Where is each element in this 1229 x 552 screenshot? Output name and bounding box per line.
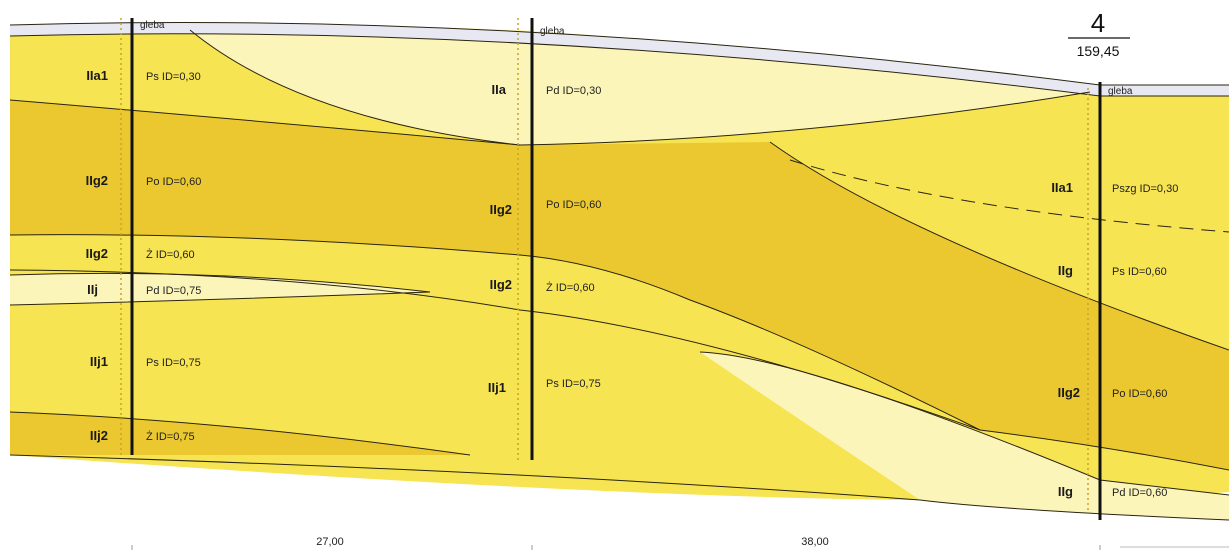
- bh-1-layer-2-code: IIg2: [86, 173, 108, 188]
- bh-4-elevation: 159,45: [1077, 43, 1120, 59]
- bh-4-layer-3-code: IIg2: [1058, 385, 1080, 400]
- boundary-iia1-dashed: [789, 159, 1229, 233]
- layer-iij-light-lens: [10, 273, 430, 305]
- bh-4-layer-3-desc: Po ID=0,60: [1112, 388, 1167, 400]
- boundary-iia-lens: [189, 29, 1091, 146]
- bh-2-layer-3-code: IIg2: [490, 277, 512, 292]
- boundary-section-base: [9, 454, 1229, 521]
- boundary-iig2-z: [9, 234, 1229, 471]
- bh-4-number: 4: [1091, 8, 1105, 38]
- bh-1-layer-6-code: IIj2: [90, 428, 108, 443]
- bh-4-layer-4-code: IIg: [1058, 484, 1073, 499]
- layer-iia-light: [190, 26, 1090, 145]
- bh-1-layer-4-code: IIj: [87, 282, 98, 297]
- bh-2-layer-1-desc: Pd ID=0,30: [546, 85, 601, 97]
- boundary-iig-lens: [699, 351, 1229, 496]
- distance-2-4: 38,00: [801, 536, 829, 548]
- borehole-dotted-lines: [120, 18, 1089, 510]
- bh-1-layer-1-code: IIa1: [86, 68, 108, 83]
- bh-2-layer-3-desc: Ż ID=0,60: [546, 281, 595, 294]
- bh-4-layer-1-code: IIa1: [1051, 180, 1073, 195]
- bh-4-layer-4-desc: Pd ID=0,60: [1112, 487, 1167, 499]
- bh-1-layer-3-desc: Ż ID=0,60: [146, 248, 195, 261]
- bh-2-layer-1-code: IIa: [492, 82, 507, 97]
- layer-iij2-dark-lens: [10, 412, 470, 455]
- bh-1-layer-2-desc: Po ID=0,60: [146, 176, 201, 188]
- bh-1-layer-3-code: IIg2: [86, 246, 108, 261]
- boundary-iia1-base-left: [9, 99, 521, 146]
- layer-iig2-dark-band: [10, 100, 1229, 470]
- bh-1-layer-5-desc: Ps ID=0,75: [146, 357, 201, 369]
- bh-4-layer-2-code: IIg: [1058, 263, 1073, 278]
- bh-2-soil-label: gleba: [540, 26, 565, 37]
- bh-1-soil-label: gleba: [140, 20, 165, 31]
- bh-1-layer-6-desc: Ż ID=0,75: [146, 430, 195, 443]
- layer-boundaries: [9, 22, 1229, 521]
- bh-1-layer-4-desc: Pd ID=0,75: [146, 285, 201, 297]
- bh-1-layer-1-desc: Ps ID=0,30: [146, 71, 201, 83]
- boundary-iig2-right-top: [769, 141, 1229, 351]
- bh-4-soil-label: gleba: [1108, 86, 1133, 97]
- bh-2-layer-4-code: IIj1: [488, 380, 506, 395]
- bh-2-layer-4-desc: Ps ID=0,75: [546, 378, 601, 390]
- boreholes: [130, 18, 1102, 520]
- layer-iig-light-lens: [700, 352, 1229, 520]
- boundary-soil-bottom: [9, 33, 1229, 97]
- distance-1-2: 27,00: [316, 536, 344, 548]
- bh-2-layer-2-desc: Po ID=0,60: [546, 199, 601, 211]
- bh-1-layer-5-code: IIj1: [90, 354, 108, 369]
- distance-scale: 27,00 38,00: [131, 536, 1229, 550]
- boundary-iij-bottom: [9, 291, 431, 306]
- boundary-soil-top: [9, 22, 1229, 86]
- bh-2-layer-2-code: IIg2: [490, 202, 512, 217]
- boundary-iij2-top: [9, 411, 471, 456]
- bh-4-layer-2-desc: Ps ID=0,60: [1112, 266, 1167, 278]
- bh-4-layer-1-desc: Pszg ID=0,30: [1112, 183, 1178, 195]
- boundary-iij-top: [9, 272, 431, 293]
